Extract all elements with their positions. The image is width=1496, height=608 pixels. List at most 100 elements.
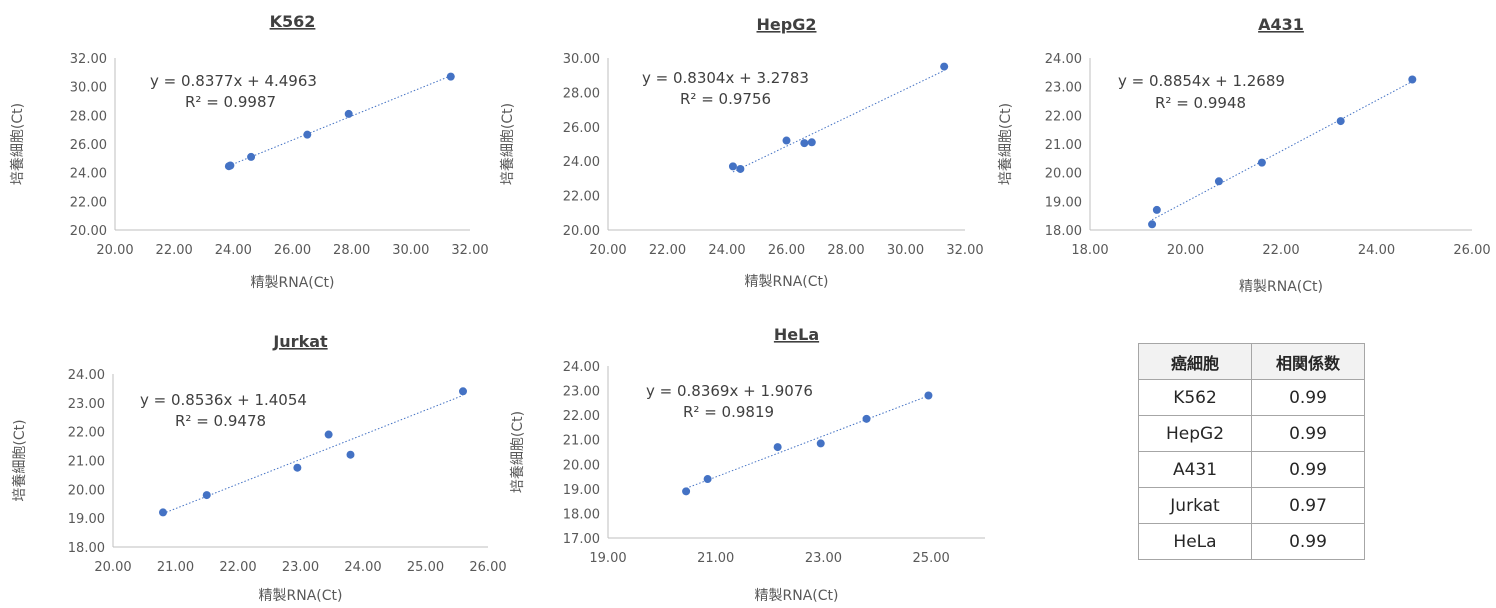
r-squared-label: R² = 0.9756 (680, 90, 771, 108)
y-axis-title: 培養細胞(Ct) (11, 419, 28, 501)
data-point (682, 487, 691, 496)
y-tick-label: 21.00 (68, 455, 105, 470)
y-tick-label: 28.00 (70, 109, 107, 124)
y-tick-label: 26.00 (70, 138, 107, 153)
y-tick-label: 18.00 (563, 507, 600, 522)
chart-a431: 18.00 19.00 20.00 21.00 22.00 23.00 24.00 18.00… (997, 15, 1491, 295)
x-tick-label: 24.00 (215, 243, 252, 258)
trend-equation: y = 0.8854x + 1.2689 (1118, 72, 1285, 90)
x-axis-title: 精製RNA(Ct) (251, 275, 335, 291)
chart-hepg2: 20.00 22.00 24.00 26.00 28.00 30.00 20.00 22.00… (499, 15, 984, 290)
y-tick-label: 24.00 (70, 167, 107, 182)
r-squared-label: R² = 0.9948 (1155, 94, 1246, 112)
cell-value: 0.97 (1251, 487, 1365, 524)
data-point (800, 139, 809, 148)
data-point (1257, 158, 1266, 167)
data-point (1152, 205, 1161, 214)
x-tick-label: 20.00 (94, 560, 131, 575)
x-tick-label: 18.00 (1071, 243, 1108, 258)
x-tick-label: 22.00 (1262, 243, 1299, 258)
chart-title: Jurkat (272, 332, 328, 351)
x-axis-title: 精製RNA(Ct) (755, 588, 839, 604)
x-tick-label: 23.00 (282, 560, 319, 575)
x-tick-label: 26.00 (768, 243, 805, 258)
x-tick-label: 26.00 (469, 560, 506, 575)
x-tick-label: 19.00 (589, 551, 626, 566)
x-tick-label: 32.00 (946, 243, 983, 258)
y-tick-label: 19.00 (68, 512, 105, 527)
y-tick-label: 22.00 (563, 190, 600, 205)
data-point (816, 439, 825, 448)
y-tick-label: 23.00 (68, 397, 105, 412)
table-row: A431 0.99 (1138, 451, 1365, 488)
x-tick-label: 24.00 (708, 243, 745, 258)
x-axis-title: 精製RNA(Ct) (1239, 279, 1323, 295)
x-tick-label: 20.00 (96, 243, 133, 258)
trendline (732, 70, 945, 173)
y-tick-label: 22.00 (563, 409, 600, 424)
cell-name: HeLa (1138, 523, 1252, 560)
data-point (202, 491, 211, 500)
y-tick-label: 26.00 (563, 121, 600, 136)
y-tick-label: 20.00 (70, 224, 107, 239)
y-axis-title: 培養細胞(Ct) (997, 103, 1014, 185)
chart-hela: 17.00 18.00 19.00 20.00 21.00 22.00 23.00 24.00… (509, 325, 985, 604)
x-tick-label: 22.00 (649, 243, 686, 258)
cell-name: Jurkat (1138, 487, 1252, 524)
y-tick-label: 20.00 (563, 458, 600, 473)
cell-value: 0.99 (1251, 451, 1365, 488)
data-point (1336, 117, 1345, 126)
trend-equation: y = 0.8369x + 1.9076 (646, 382, 813, 400)
y-tick-label: 24.00 (68, 368, 105, 383)
y-tick-label: 21.00 (563, 434, 600, 449)
header-cell-correlation: 相関係数 (1251, 343, 1365, 380)
y-tick-label: 20.00 (68, 483, 105, 498)
cell-name: A431 (1138, 451, 1252, 488)
x-tick-label: 25.00 (913, 551, 950, 566)
x-tick-label: 25.00 (407, 560, 444, 575)
y-axis-title: 培養細胞(Ct) (499, 103, 516, 185)
y-tick-label: 20.00 (563, 224, 600, 239)
data-point (1214, 177, 1223, 186)
y-tick-label: 18.00 (1045, 224, 1082, 239)
chart-title: A431 (1258, 15, 1304, 34)
data-point (1408, 75, 1417, 84)
trend-equation: y = 0.8377x + 4.4963 (150, 72, 317, 90)
y-axis-title: 培養細胞(Ct) (509, 411, 526, 493)
x-tick-label: 22.00 (156, 243, 193, 258)
table-header-row: 癌細胞 相関係数 (1138, 343, 1365, 380)
data-point (303, 130, 312, 139)
table-row: Jurkat 0.97 (1138, 487, 1365, 524)
chart-k562: 20.00 22.00 24.00 26.00 28.00 30.00 32.00 20.00… (9, 12, 489, 291)
y-tick-label: 23.00 (1045, 81, 1082, 96)
data-point (293, 463, 302, 472)
table-row: HepG2 0.99 (1138, 415, 1365, 452)
trendline (685, 395, 929, 489)
x-tick-label: 20.00 (1167, 243, 1204, 258)
r-squared-label: R² = 0.9987 (185, 93, 276, 111)
x-tick-label: 30.00 (392, 243, 429, 258)
y-tick-label: 24.00 (1045, 52, 1082, 67)
trend-equation: y = 0.8304x + 3.2783 (642, 69, 809, 87)
x-tick-label: 26.00 (274, 243, 311, 258)
data-point (226, 161, 235, 170)
trendline (228, 75, 451, 167)
y-tick-label: 22.00 (70, 195, 107, 210)
y-tick-label: 19.00 (563, 483, 600, 498)
trendline (162, 394, 464, 515)
table-row: HeLa 0.99 (1138, 523, 1365, 560)
data-point (807, 138, 816, 147)
table-row: K562 0.99 (1138, 379, 1365, 416)
data-point (247, 152, 256, 161)
x-tick-label: 24.00 (344, 560, 381, 575)
chart-title: K562 (270, 12, 316, 31)
data-point (862, 414, 871, 423)
x-tick-label: 21.00 (157, 560, 194, 575)
y-tick-label: 20.00 (1045, 167, 1082, 182)
trend-equation: y = 0.8536x + 1.4054 (140, 391, 307, 409)
cell-value: 0.99 (1251, 415, 1365, 452)
data-point (924, 391, 933, 400)
x-tick-label: 30.00 (887, 243, 924, 258)
y-tick-label: 21.00 (1045, 138, 1082, 153)
y-tick-label: 24.00 (563, 360, 600, 375)
